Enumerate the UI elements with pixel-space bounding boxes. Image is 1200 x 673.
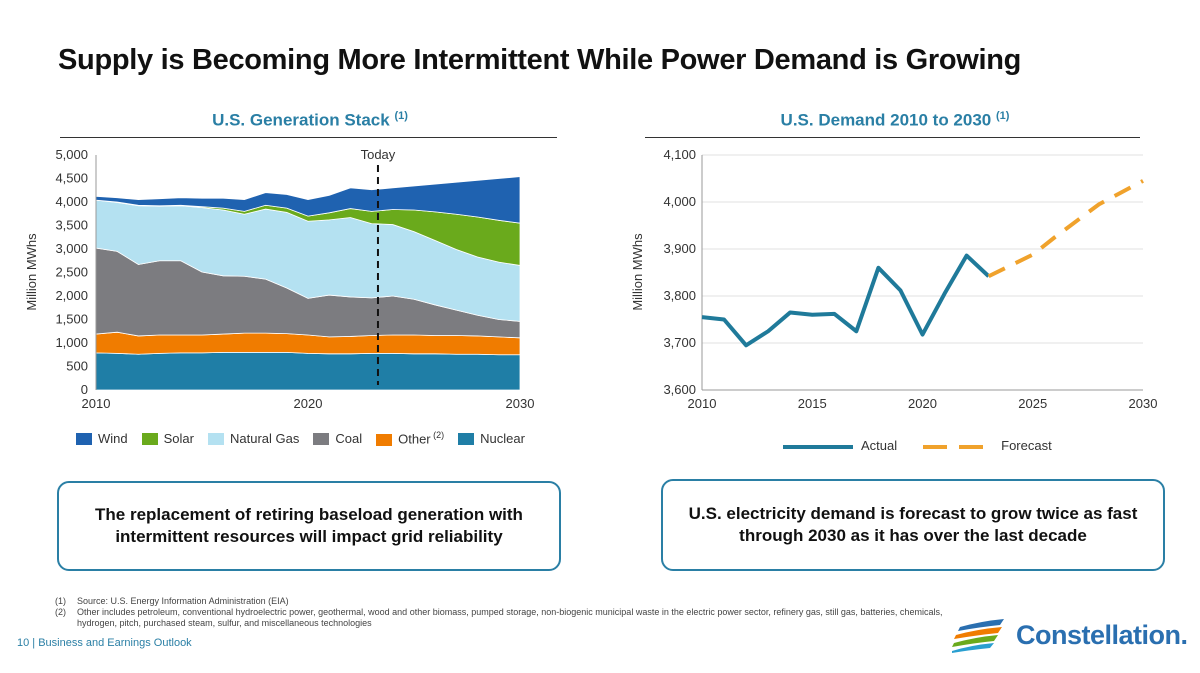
left-ytick: 2,000 bbox=[55, 288, 88, 303]
left-ytick: 2,500 bbox=[55, 265, 88, 280]
right-ytick: 4,000 bbox=[663, 194, 696, 209]
area-nuclear bbox=[95, 352, 521, 391]
legend-label: Actual bbox=[861, 438, 898, 453]
constellation-logo: Constellation. bbox=[952, 617, 1188, 653]
right-ytick: 4,100 bbox=[663, 147, 696, 162]
left-ytick: 4,000 bbox=[55, 194, 88, 209]
left-ytick: 1,000 bbox=[55, 335, 88, 350]
legend-item-wind: Wind bbox=[76, 431, 128, 446]
left-xtick: 2020 bbox=[294, 396, 323, 411]
right-xtick: 2020 bbox=[908, 396, 937, 411]
right-xtick: 2015 bbox=[798, 396, 827, 411]
logo-text: Constellation. bbox=[1016, 619, 1188, 650]
left-xtick: 2030 bbox=[506, 396, 535, 411]
left-chart-title: U.S. Generation Stack (1) bbox=[60, 110, 560, 131]
line-actual bbox=[701, 253, 991, 348]
legend-item-solar: Solar bbox=[141, 430, 194, 446]
legend-swatch bbox=[458, 433, 475, 446]
legend-label: Coal bbox=[335, 430, 363, 446]
left-chart-title-text: U.S. Generation Stack bbox=[212, 110, 390, 130]
legend-line bbox=[923, 444, 994, 449]
legend-label: Other bbox=[398, 431, 431, 447]
line-forecast bbox=[987, 179, 1144, 279]
footnote-2: (2) Other includes petroleum, conventiona… bbox=[55, 607, 965, 629]
legend-note: (2) bbox=[430, 430, 445, 440]
left-chart-title-note: (1) bbox=[394, 110, 408, 122]
legend-label: Forecast bbox=[1001, 438, 1052, 453]
left-ytick: 500 bbox=[66, 359, 88, 374]
right-chart-title: U.S. Demand 2010 to 2030 (1) bbox=[645, 110, 1145, 131]
legend-label: Wind bbox=[98, 430, 128, 446]
left-ytick: 0 bbox=[81, 382, 88, 397]
right-chart-title-note: (1) bbox=[996, 110, 1010, 122]
footnote-2-num: (2) bbox=[55, 607, 66, 617]
left-title-rule bbox=[60, 137, 557, 138]
footnote-2-text: Other includes petroleum, conventional h… bbox=[77, 607, 943, 628]
legend-item-other: Other (2) bbox=[376, 430, 444, 446]
right-legend: Actual Forecast bbox=[783, 438, 1052, 453]
legend-swatch bbox=[207, 433, 224, 446]
legend-item-natural-gas: Natural Gas bbox=[207, 430, 300, 446]
left-xtick: 2010 bbox=[82, 396, 111, 411]
right-callout: U.S. electricity demand is forecast to g… bbox=[661, 479, 1165, 571]
right-chart-title-text: U.S. Demand 2010 to 2030 bbox=[780, 110, 992, 130]
footnote-1-text: Source: U.S. Energy Information Administ… bbox=[77, 596, 289, 606]
footnote-1-num: (1) bbox=[55, 596, 66, 606]
legend-item-coal: Coal bbox=[313, 431, 362, 446]
legend-swatch bbox=[76, 433, 92, 446]
logo-mark-icon bbox=[952, 619, 1004, 653]
left-ytick: 3,000 bbox=[55, 241, 88, 256]
right-xtick: 2010 bbox=[688, 396, 717, 411]
right-xtick: 2025 bbox=[1018, 396, 1047, 411]
right-ytick: 3,700 bbox=[663, 335, 696, 350]
right-ytick: 3,600 bbox=[663, 382, 696, 397]
left-ytick: 5,000 bbox=[55, 147, 88, 162]
footnotes: (1) Source: U.S. Energy Information Admin… bbox=[55, 596, 965, 629]
right-ylabel: Million MWhs bbox=[630, 233, 645, 311]
left-ytick: 4,500 bbox=[55, 171, 88, 186]
legend-swatch bbox=[141, 433, 158, 446]
right-xtick: 2030 bbox=[1129, 396, 1158, 411]
legend-item-actual: Actual bbox=[783, 438, 897, 453]
legend-line bbox=[783, 444, 853, 449]
legend-label: Natural Gas bbox=[229, 430, 300, 446]
legend-swatch bbox=[376, 433, 393, 446]
right-title-rule bbox=[645, 137, 1140, 138]
area-wind bbox=[95, 176, 521, 224]
left-ytick: 3,500 bbox=[55, 218, 88, 233]
right-ytick: 3,900 bbox=[663, 241, 696, 256]
legend-item-nuclear: Nuclear bbox=[458, 431, 525, 446]
legend-swatch bbox=[313, 433, 330, 446]
left-callout: The replacement of retiring baseload gen… bbox=[57, 481, 561, 571]
legend-label: Nuclear bbox=[480, 430, 525, 446]
legend-label: Solar bbox=[163, 430, 194, 446]
page-title: Supply is Becoming More Intermittent Whi… bbox=[58, 44, 1022, 76]
right-ytick: 3,800 bbox=[663, 288, 696, 303]
page-footer: 10 | Business and Earnings Outlook bbox=[17, 637, 192, 649]
today-label: Today bbox=[361, 147, 396, 162]
left-ylabel: Million MWhs bbox=[24, 233, 39, 311]
left-ytick: 1,500 bbox=[55, 312, 88, 327]
left-legend: Wind Solar Natural Gas Coal Other (2) Nuclear bbox=[76, 430, 525, 446]
footnote-1: (1) Source: U.S. Energy Information Admin… bbox=[55, 596, 965, 607]
charts-canvas: 0 500 1,000 1,500 2,000 2,500 3,000 3,500 4,000 4… bbox=[24, 147, 1158, 411]
legend-item-forecast: Forecast bbox=[923, 438, 1052, 453]
